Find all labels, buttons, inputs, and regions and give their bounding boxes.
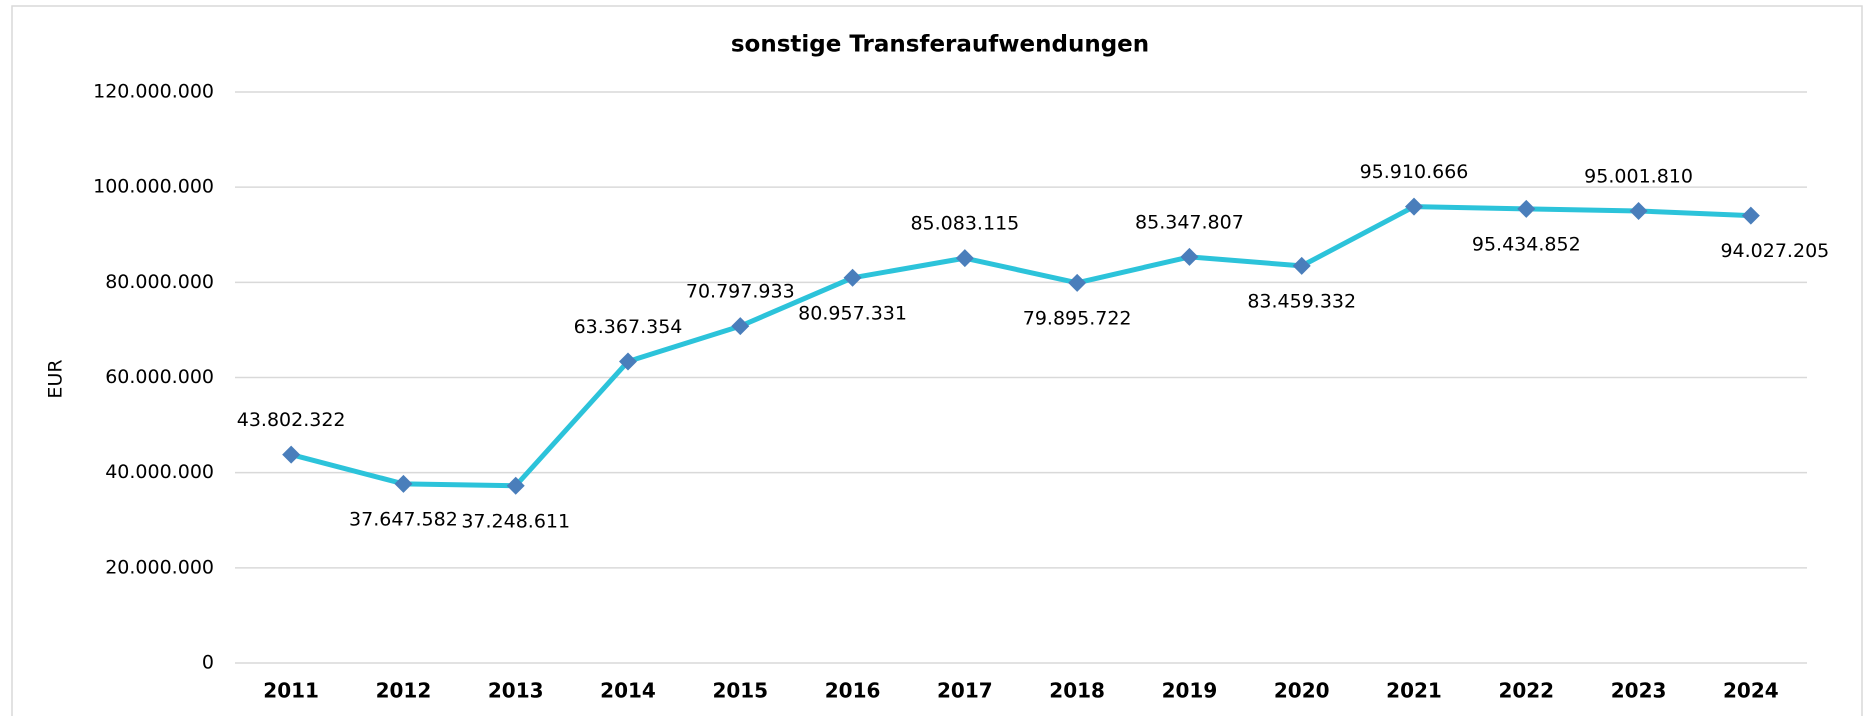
data-point xyxy=(1180,247,1199,266)
data-label: 37.647.582 xyxy=(349,508,458,530)
x-tick-label: 2022 xyxy=(1498,679,1554,703)
x-tick-label: 2020 xyxy=(1274,679,1330,703)
x-tick-label: 2023 xyxy=(1611,679,1667,703)
data-label: 79.895.722 xyxy=(1023,307,1132,329)
y-tick-label: 20.000.000 xyxy=(105,556,214,578)
chart-frame xyxy=(11,5,1863,716)
x-tick-label: 2016 xyxy=(825,679,881,703)
data-label: 37.248.611 xyxy=(461,510,570,532)
x-tick-label: 2019 xyxy=(1162,679,1218,703)
data-point xyxy=(1517,199,1536,218)
data-point xyxy=(1292,256,1311,275)
data-label: 83.459.332 xyxy=(1247,290,1356,312)
data-point xyxy=(1629,201,1648,220)
y-tick-label: 80.000.000 xyxy=(105,271,214,293)
data-label: 85.347.807 xyxy=(1135,211,1244,233)
data-label: 95.910.666 xyxy=(1360,161,1469,183)
data-point xyxy=(506,476,525,495)
data-point xyxy=(1741,206,1760,225)
x-tick-label: 2024 xyxy=(1723,679,1779,703)
x-tick-label: 2018 xyxy=(1049,679,1105,703)
data-point xyxy=(731,317,750,336)
data-label: 95.001.810 xyxy=(1584,165,1693,187)
data-point xyxy=(955,249,974,268)
data-label: 94.027.205 xyxy=(1720,240,1829,262)
data-label: 63.367.354 xyxy=(574,316,683,338)
y-tick-label: 60.000.000 xyxy=(105,366,214,388)
x-tick-label: 2011 xyxy=(263,679,319,703)
data-label: 85.083.115 xyxy=(910,213,1019,235)
x-tick-label: 2021 xyxy=(1386,679,1442,703)
y-tick-label: 100.000.000 xyxy=(93,176,214,198)
data-point xyxy=(394,474,413,493)
data-label: 80.957.331 xyxy=(798,302,907,324)
y-tick-label: 40.000.000 xyxy=(105,461,214,483)
data-point xyxy=(282,445,301,464)
data-point xyxy=(843,268,862,287)
x-tick-label: 2013 xyxy=(488,679,544,703)
y-tick-label: 0 xyxy=(202,652,214,674)
data-point xyxy=(1068,273,1087,292)
data-label: 95.434.852 xyxy=(1472,233,1581,255)
chart-title: sonstige Transferaufwendungen xyxy=(731,32,1149,58)
x-tick-label: 2012 xyxy=(376,679,432,703)
data-point xyxy=(1405,197,1423,216)
y-axis-label: EUR xyxy=(45,359,67,398)
data-point xyxy=(619,352,637,371)
data-label: 70.797.933 xyxy=(686,281,795,303)
y-tick-label: 120.000.000 xyxy=(93,81,214,103)
data-line xyxy=(290,204,1751,489)
x-tick-label: 2014 xyxy=(600,679,656,703)
x-tick-label: 2017 xyxy=(937,679,993,703)
x-tick-label: 2015 xyxy=(712,679,768,703)
data-label: 43.802.322 xyxy=(237,409,346,431)
